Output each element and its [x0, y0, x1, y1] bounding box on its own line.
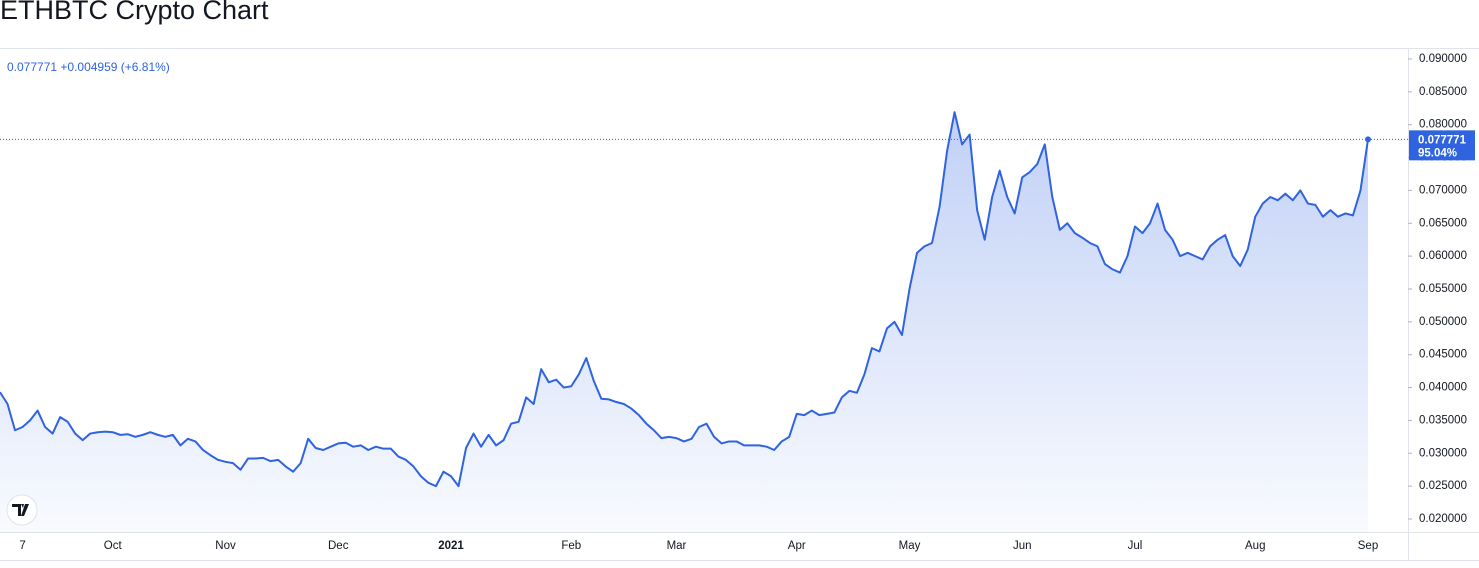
price-line [0, 111, 1369, 488]
y-tick-label: 0.080000 [1419, 119, 1467, 131]
x-tick-label: Nov [215, 540, 236, 552]
price-badge-label: 0.077771 [1418, 134, 1467, 146]
x-tick-label: Dec [328, 540, 349, 552]
x-tick-label: Feb [561, 540, 581, 552]
price-badge [1409, 130, 1475, 161]
x-tick-label: 7 [19, 540, 25, 552]
y-tick-label: 0.045000 [1419, 349, 1467, 361]
x-tick-label: Jul [1128, 540, 1143, 552]
x-tick-label: Sep [1358, 540, 1378, 552]
x-tick-label: Mar [667, 540, 687, 552]
change-badge-label: 95.04% [1418, 147, 1457, 159]
y-tick-label: 0.065000 [1419, 217, 1467, 229]
x-tick-label: Apr [788, 540, 806, 552]
y-tick-label: 0.050000 [1419, 316, 1467, 328]
y-tick-label: 0.085000 [1419, 86, 1467, 98]
y-tick-label: 0.020000 [1419, 513, 1467, 525]
area-fill [0, 112, 1368, 532]
y-tick-label: 0.030000 [1419, 447, 1467, 459]
chart-title: ETHBTC Crypto Chart [0, 0, 269, 25]
tv-logo [6, 494, 38, 526]
y-tick-label: 0.055000 [1419, 283, 1467, 295]
y-tick-label: 0.070000 [1419, 184, 1467, 196]
x-tick-label: May [899, 540, 921, 552]
y-tick-label: 0.040000 [1419, 382, 1467, 394]
legend-header: 0.077771 +0.004959 (+6.81%) [7, 60, 170, 74]
plot-area [0, 111, 1369, 532]
x-tick-label: Jun [1013, 540, 1032, 552]
y-tick-label: 0.025000 [1419, 480, 1467, 492]
x-tick-label: Oct [104, 540, 123, 552]
y-tick-label: 0.090000 [1419, 53, 1467, 65]
y-tick-label: 0.035000 [1419, 414, 1467, 426]
x-tick-label: 2021 [438, 540, 464, 552]
x-tick-label: Aug [1245, 540, 1265, 552]
last-point [1365, 136, 1371, 143]
y-tick-label: 0.060000 [1419, 250, 1467, 262]
